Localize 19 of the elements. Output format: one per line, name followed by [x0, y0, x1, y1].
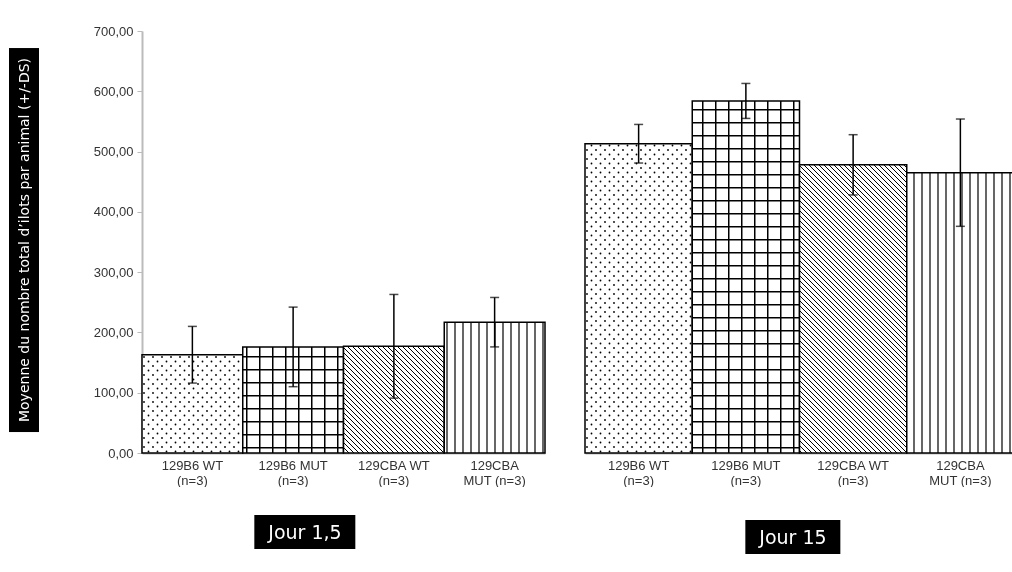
x-tick-label: 129B6 MUT (n=3) [711, 457, 781, 488]
x-tick-label: 129CBA WT (n=3) [817, 457, 889, 488]
text: Jour 1,5 [254, 515, 356, 549]
y-tick-label: 400,00 [93, 204, 134, 220]
y-tick-label: 500,00 [93, 144, 134, 160]
y-tick-label: 0,00 [108, 445, 134, 461]
x-tick-label: 129B6 MUT (n=3) [258, 457, 328, 488]
x-tick-label: 129B6 WT (n=3) [161, 457, 224, 488]
x-tick-label: 129CBA WT (n=3) [358, 457, 430, 488]
x-tick-label: 129B6 WT (n=3) [607, 457, 670, 488]
y-tick-label: 300,00 [93, 264, 134, 280]
x-tick-label: 129CBA MUT (n=3) [463, 457, 526, 488]
y-axis-title: Moyenne du nombre total d’ilots par animal (+/-DS) [9, 47, 39, 433]
y-tick-label: 100,00 [93, 385, 134, 401]
y-tick-label: 700,00 [93, 23, 134, 39]
y-tick-label: 200,00 [93, 324, 134, 340]
y-tick-label: 600,00 [93, 83, 134, 99]
text: Jour 15 [745, 520, 841, 554]
x-tick-label: 129CBA MUT (n=3) [929, 457, 992, 488]
